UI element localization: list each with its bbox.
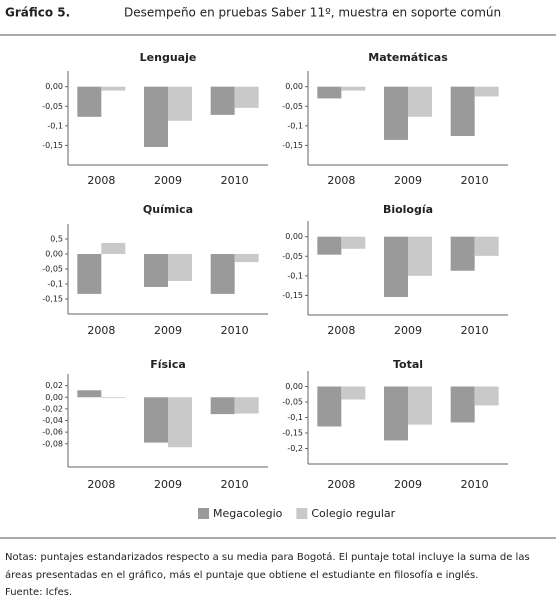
x-tick-label: 2008 [327,478,355,491]
bar [317,86,342,99]
bar [234,86,259,108]
y-tick-label: -0,05 [282,252,303,261]
y-tick-label: -0,1 [287,121,303,130]
bar [317,236,342,255]
note: áreas presentadas en el gráfico, más el … [5,569,478,581]
y-tick-label: -0,15 [282,141,303,150]
bar [101,242,126,254]
bar [408,86,432,117]
y-tick-label: -0,1 [47,280,63,289]
bar [210,254,235,294]
y-tick-label: -0,1 [287,413,303,422]
y-tick-label: -0,2 [287,444,303,453]
bar [408,386,432,425]
bar [210,86,235,115]
bar [77,254,102,294]
bar [144,254,168,287]
y-tick-label: -0,04 [42,416,63,425]
bar [474,386,499,406]
y-tick-label: 0,00 [285,382,303,391]
panel-title: Matemáticas [368,51,448,64]
x-tick-label: 2008 [327,324,355,337]
x-tick-label: 2008 [87,174,115,187]
bar [450,386,475,423]
bar [144,397,168,443]
y-tick-label: -0,15 [282,429,303,438]
bar [408,236,432,276]
legend-label: Megacolegio [213,507,283,520]
y-tick-label: -0,05 [282,102,303,111]
x-tick-label: 2010 [221,324,249,337]
panel-title: Total [393,358,423,371]
figure-label: Gráfico 5. [5,6,70,20]
y-tick-label: 0,02 [45,381,63,390]
y-tick-label: 0,5 [50,235,63,244]
y-tick-label: -0,15 [42,141,63,150]
x-tick-label: 2010 [461,478,489,491]
y-tick-label: 0,00 [285,232,303,241]
bar [77,390,102,398]
bar [474,236,499,256]
x-tick-label: 2009 [154,478,182,491]
y-tick-label: -0,1 [47,121,63,130]
bar [144,86,168,147]
bar [341,86,366,91]
x-tick-label: 2009 [154,174,182,187]
x-tick-label: 2009 [154,324,182,337]
y-tick-label: 0,00 [45,250,63,259]
bar [210,397,235,415]
bar [234,254,259,263]
bar [341,386,366,400]
legend-swatch [296,508,308,519]
bar [101,397,126,399]
bar [474,86,499,97]
x-tick-label: 2009 [394,478,422,491]
x-tick-label: 2010 [461,174,489,187]
note: Notas: puntajes estandarizados respecto … [5,551,530,563]
y-tick-label: -0,05 [282,398,303,407]
bar [168,254,192,281]
panel-title: Biología [383,203,433,216]
bar [450,86,475,137]
bar [450,236,475,271]
legend-swatch [198,508,209,519]
bar [341,236,366,249]
y-tick-label: -0,15 [42,295,63,304]
x-tick-label: 2010 [221,478,249,491]
bar [384,236,408,297]
legend-label: Colegio regular [311,507,395,520]
panel-title: Física [150,358,186,371]
y-tick-label: -0,05 [42,265,63,274]
x-tick-label: 2008 [327,174,355,187]
y-tick-label: -0,05 [42,102,63,111]
y-tick-label: -0,08 [42,439,63,448]
y-tick-label: 0,00 [285,82,303,91]
y-tick-label: -0,06 [42,428,63,437]
y-tick-label: -0,15 [282,291,303,300]
x-tick-label: 2009 [394,174,422,187]
x-tick-label: 2010 [461,324,489,337]
panel-title: Química [143,203,193,216]
bar [384,86,408,140]
bar [317,386,342,427]
bar [168,86,192,121]
bar [168,397,192,448]
figure-title: Desempeño en pruebas Saber 11º, muestra … [124,6,501,20]
bar [234,397,259,414]
bar [384,386,408,441]
x-tick-label: 2008 [87,324,115,337]
bar [101,86,126,91]
panel-title: Lenguaje [140,51,197,64]
x-tick-label: 2009 [394,324,422,337]
note: Fuente: Icfes. [5,587,72,598]
bar [77,86,102,117]
y-tick-label: -0,02 [42,404,63,413]
y-tick-label: -0,1 [287,271,303,280]
y-tick-label: 0,00 [45,82,63,91]
y-tick-label: 0,00 [45,393,63,402]
x-tick-label: 2010 [221,174,249,187]
x-tick-label: 2008 [87,478,115,491]
